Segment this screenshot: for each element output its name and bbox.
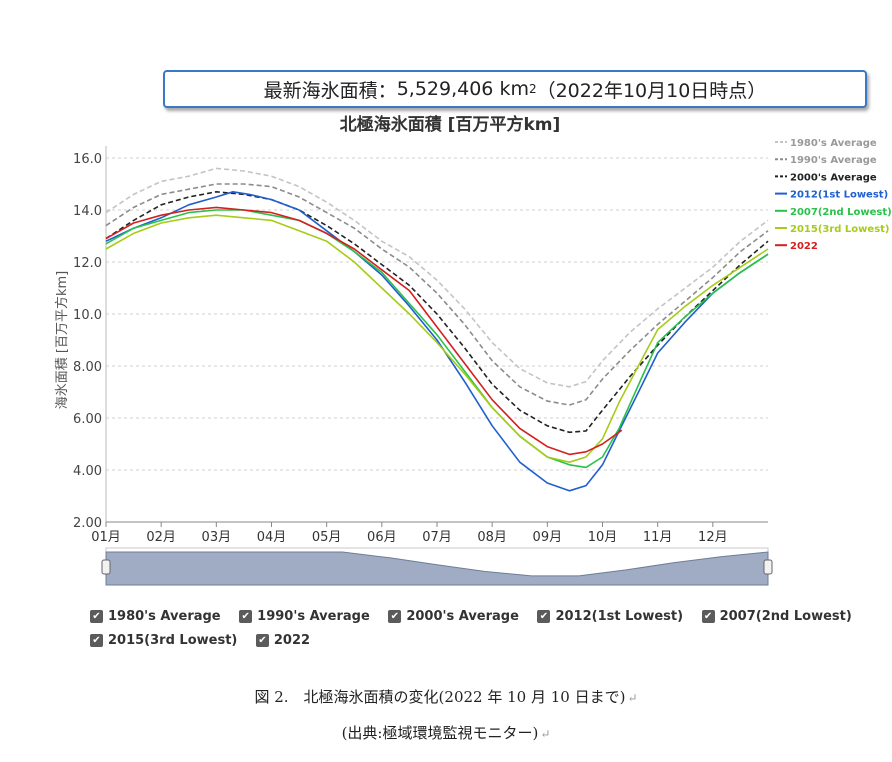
series-line-1990-s-average <box>105 183 769 406</box>
sea-ice-chart: 北極海氷面積 [百万平方km] 2.00 4.00 6.00 8.00 10.0 12.0 1… <box>54 114 892 586</box>
series-line-1980-s-average <box>105 167 769 388</box>
caption-line2: (出典:極域環境監視モニター) <box>341 724 539 742</box>
legend-label: 1990's Average <box>790 155 877 166</box>
toggle-label: 1980's Average <box>108 608 221 624</box>
series-line-2022 <box>105 206 623 456</box>
toggle-label: 2022 <box>273 632 311 648</box>
banner-prefix: 最新海氷面積： <box>263 79 397 102</box>
legend-label: 2007(2nd Lowest) <box>790 207 892 218</box>
legend-label: 2012(1st Lowest) <box>790 190 888 201</box>
x-tick-label: 10月 <box>588 530 618 545</box>
toggle-2015[interactable]: ✔ 2015(3rd Lowest) <box>90 628 237 652</box>
banner-value: 5,529,406 <box>396 78 494 100</box>
y-tick-label: 4.00 <box>73 464 102 479</box>
series-line-2015-3rd-lowest- <box>105 214 769 464</box>
banner-unit-sup: 2 <box>528 82 537 96</box>
legend-label: 2015(3rd Lowest) <box>790 224 890 235</box>
x-tick-label: 11月 <box>643 530 673 545</box>
x-tick-label: 02月 <box>146 530 176 545</box>
legend-label: 1980's Average <box>790 138 877 149</box>
series-toggle-controls: ✔ 1980's Average ✔ 1990's Average ✔ 2000's … <box>90 604 870 652</box>
return-mark-icon: ↵ <box>627 691 638 705</box>
toggle-2022[interactable]: ✔ 2022 <box>255 628 311 652</box>
x-tick-label: 06月 <box>367 530 397 545</box>
navigator-area <box>105 551 769 586</box>
checkbox-icon[interactable]: ✔ <box>90 633 103 647</box>
y-tick-label: 2.00 <box>73 516 102 531</box>
figure-caption: 図 2. 北極海氷面積の変化(2022 年 10 月 10 日まで) ↵ <box>0 686 892 707</box>
x-tick-label: 03月 <box>202 530 232 545</box>
return-mark-icon: ↵ <box>540 727 551 741</box>
checkbox-icon[interactable]: ✔ <box>701 609 715 623</box>
toggle-label: 2015(3rd Lowest) <box>108 632 238 648</box>
toggle-1980s-average[interactable]: ✔ 1980's Average <box>90 604 221 628</box>
checkbox-icon[interactable]: ✔ <box>90 609 103 623</box>
checkbox-icon[interactable]: ✔ <box>239 609 253 623</box>
y-tick-label: 8.00 <box>73 360 102 375</box>
x-tick-label: 07月 <box>422 530 452 545</box>
caption-line1: 図 2. 北極海氷面積の変化(2022 年 10 月 10 日まで) <box>254 688 626 706</box>
toggle-2012[interactable]: ✔ 2012(1st Lowest) <box>537 604 683 628</box>
legend-label: 2000's Average <box>790 172 877 183</box>
toggle-label: 1990's Average <box>257 608 370 624</box>
navigator-left-handle[interactable] <box>101 559 111 575</box>
figure-source: (出典:極域環境監視モニター) ↵ <box>0 722 892 743</box>
series-line-2007-2nd-lowest- <box>105 209 769 469</box>
legend-label: 2022 <box>790 241 818 252</box>
banner-suffix: （2022年10月10日時点） <box>536 79 767 102</box>
checkbox-icon[interactable]: ✔ <box>255 633 269 647</box>
latest-extent-banner: 最新海氷面積： 5,529,406 km 2 （2022年10月10日時点） <box>163 70 867 108</box>
x-tick-label: 08月 <box>477 530 507 545</box>
toggle-2007[interactable]: ✔ 2007(2nd Lowest) <box>701 604 852 628</box>
checkbox-icon[interactable]: ✔ <box>537 609 551 623</box>
y-axis-label: 海氷面積 [百万平方km] <box>54 271 70 409</box>
y-tick-label: 6.00 <box>73 412 102 427</box>
toggle-1990s-average[interactable]: ✔ 1990's Average <box>239 604 370 628</box>
chart-title: 北極海氷面積 [百万平方km] <box>340 114 560 135</box>
toggle-label: 2007(2nd Lowest) <box>719 608 852 624</box>
x-tick-label: 01月 <box>91 530 121 545</box>
y-tick-label: 12.0 <box>73 256 102 271</box>
series-line-2012-1st-lowest- <box>105 191 769 492</box>
x-tick-label: 05月 <box>312 530 342 545</box>
y-tick-label: 16.0 <box>73 152 102 167</box>
x-tick-label: 04月 <box>257 530 287 545</box>
toggle-label: 2000's Average <box>406 608 519 624</box>
series-line-2000-s-average <box>105 191 769 434</box>
toggle-2000s-average[interactable]: ✔ 2000's Average <box>388 604 519 628</box>
x-tick-label: 12月 <box>698 530 728 545</box>
toggle-label: 2012(1st Lowest) <box>555 608 684 624</box>
checkbox-icon[interactable]: ✔ <box>388 609 402 623</box>
banner-unit: km <box>499 78 529 100</box>
y-tick-label: 14.0 <box>73 204 102 219</box>
y-tick-label: 10.0 <box>73 308 102 323</box>
x-tick-label: 09月 <box>533 530 563 545</box>
navigator-right-handle[interactable] <box>763 559 773 575</box>
